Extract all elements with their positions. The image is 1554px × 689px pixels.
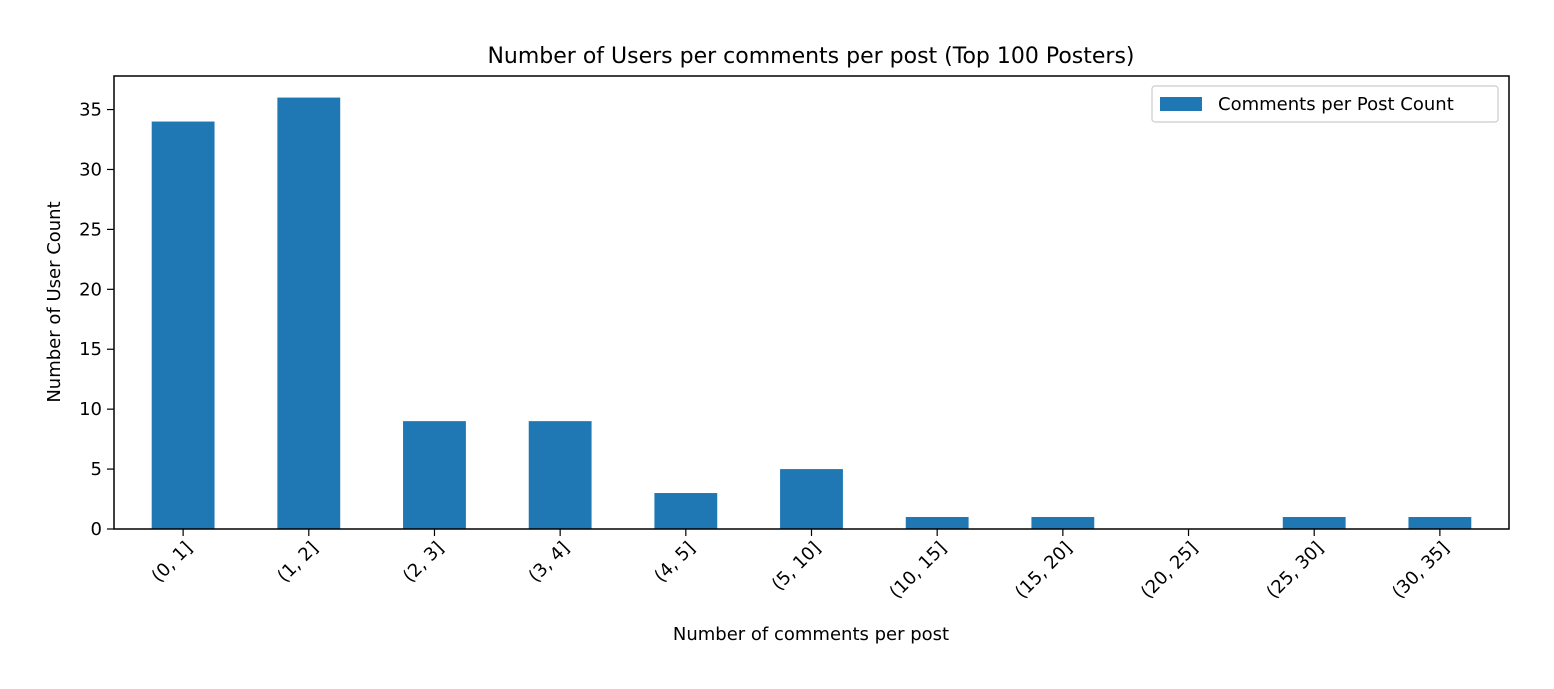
y-tick-label-0: 0 (91, 519, 102, 540)
x-tick-label-0: (0, 1] (148, 538, 197, 587)
x-tick-label-4: (4, 5] (650, 538, 699, 587)
y-tick-label-7: 35 (79, 100, 102, 121)
x-tick-label-2: (2, 3] (399, 538, 448, 587)
legend-box (1151, 85, 1499, 123)
x-tick-label-1: (1, 2] (273, 538, 322, 587)
x-tick-label-6: (10, 15] (885, 538, 950, 603)
x-tick-label-5: (5, 10] (768, 538, 825, 595)
bar-10 (1408, 517, 1472, 529)
legend: Comments per Post Count (1151, 85, 1499, 123)
x-tick-label-7: (15, 20] (1011, 538, 1076, 603)
bar-3 (528, 421, 592, 529)
bar-1 (277, 97, 341, 530)
x-tick-label-3: (3, 4] (525, 538, 574, 587)
y-tick-label-2: 10 (79, 399, 102, 420)
y-axis: 0 5 10 15 20 25 30 35 (79, 100, 114, 540)
bars-group (151, 97, 1472, 530)
bar-2 (403, 421, 466, 529)
bar-4 (654, 493, 718, 529)
x-axis: (0, 1] (1, 2] (2, 3] (3, 4] (4, 5] (5, 10] (10… (148, 529, 1453, 603)
chart-title: Number of Users per comments per post (T… (487, 44, 1134, 69)
y-tick-label-4: 20 (79, 279, 102, 300)
y-tick-label-3: 15 (79, 339, 102, 360)
x-tick-label-8: (20, 25] (1137, 538, 1202, 603)
y-tick-label-6: 30 (79, 159, 102, 180)
y-tick-label-5: 25 (79, 219, 102, 240)
y-tick-label-1: 5 (91, 459, 102, 480)
legend-label: Comments per Post Count (1218, 94, 1454, 115)
bar-0 (151, 121, 215, 530)
plot-frame (113, 75, 1510, 530)
bar-5 (780, 469, 843, 529)
x-axis-label: Number of comments per post (673, 624, 949, 645)
x-tick-label-9: (25, 30] (1262, 538, 1327, 603)
bar-6 (905, 517, 969, 529)
x-tick-label-10: (30, 35] (1388, 538, 1453, 603)
bar-7 (1031, 517, 1095, 529)
bar-9 (1282, 517, 1346, 529)
legend-swatch (1160, 97, 1202, 111)
y-axis-label: Number of User Count (44, 201, 65, 402)
